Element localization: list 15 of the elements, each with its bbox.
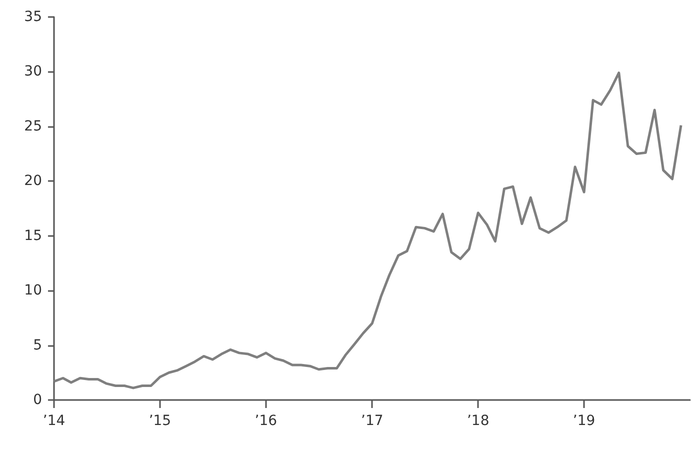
line-series	[52, 72, 682, 390]
y-tick-label: 35	[24, 9, 42, 25]
x-tick-label: ’19	[572, 413, 596, 429]
x-tick-label: ’14	[42, 413, 66, 429]
x-tick-label: ’18	[466, 413, 490, 429]
y-tick-label: 10	[24, 282, 42, 299]
x-tick-label: ’17	[361, 413, 384, 429]
y-tick-label: 30	[24, 64, 42, 80]
x-tick-label: ’16	[254, 413, 278, 429]
y-tick-label: 0	[33, 392, 42, 408]
x-tick-label: ’15	[148, 413, 172, 429]
y-tick-label: 20	[24, 173, 42, 190]
y-tick-label: 15	[24, 228, 42, 244]
y-tick-label: 25	[24, 118, 42, 134]
y-tick-label: 5	[33, 337, 42, 354]
